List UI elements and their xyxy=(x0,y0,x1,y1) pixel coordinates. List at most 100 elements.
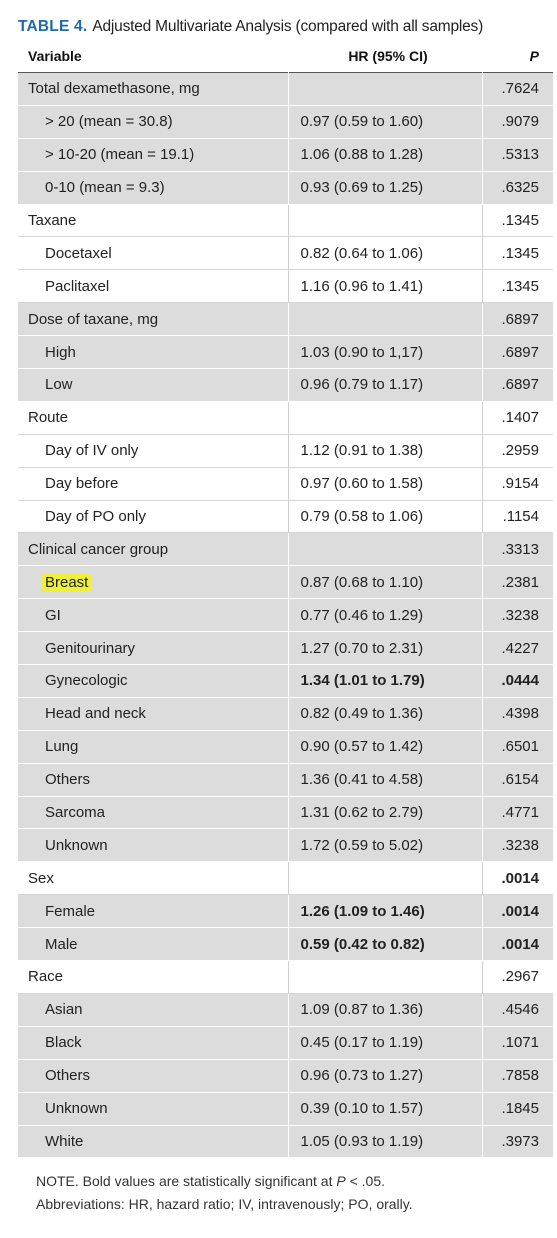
cell-p-value: .6897 xyxy=(482,335,553,370)
cell-variable: Day of IV only xyxy=(18,434,289,468)
cell-variable: Unknown xyxy=(18,1092,289,1126)
cell-p-value: .7624 xyxy=(482,72,553,106)
table-row: Unknown 0.39 (0.10 to 1.57) .1845 xyxy=(18,1092,553,1126)
cell-hr: 0.82 (0.64 to 1.06) xyxy=(288,236,483,271)
note-line-2: Abbreviations: HR, hazard ratio; IV, int… xyxy=(36,1196,413,1212)
cell-hr xyxy=(288,302,483,337)
cell-p-value: .3238 xyxy=(482,828,553,863)
cell-hr: 1.12 (0.91 to 1.38) xyxy=(288,434,483,468)
cell-p-value: .7858 xyxy=(482,1059,553,1093)
cell-variable: Gynecologic xyxy=(18,664,289,698)
cell-variable: Route xyxy=(18,401,289,435)
cell-hr: 1.16 (0.96 to 1.41) xyxy=(288,269,483,304)
cell-variable: Black xyxy=(18,1026,289,1060)
cell-p-value: .2967 xyxy=(482,960,553,994)
cell-hr: 1.36 (0.41 to 4.58) xyxy=(288,763,483,797)
table-footnote: NOTE. Bold values are statistically sign… xyxy=(36,1170,546,1216)
cell-p-value: .6501 xyxy=(482,730,553,764)
cell-hr: 1.06 (0.88 to 1.28) xyxy=(288,138,483,172)
cell-variable: Asian xyxy=(18,993,289,1027)
cell-hr: 1.09 (0.87 to 1.36) xyxy=(288,993,483,1027)
cell-p-value: .1345 xyxy=(482,204,553,238)
table-header: Variable HR (95% CI) P xyxy=(18,44,553,70)
cell-variable: Low xyxy=(18,368,289,402)
cell-variable: Female xyxy=(18,894,289,929)
table-row: Others 0.96 (0.73 to 1.27) .7858 xyxy=(18,1059,553,1093)
cell-p-value: .4398 xyxy=(482,697,553,731)
cell-variable: Dose of taxane, mg xyxy=(18,302,289,337)
table-row: Low 0.96 (0.79 to 1.17) .6897 xyxy=(18,368,553,402)
cell-p-value: .0444 xyxy=(482,664,553,698)
table-row: 0-10 (mean = 9.3) 0.93 (0.69 to 1.25) .632… xyxy=(18,171,553,205)
cell-p-value: .1345 xyxy=(482,236,553,271)
table-group-row: Clinical cancer group .3313 xyxy=(18,532,553,567)
cell-hr: 0.77 (0.46 to 1.29) xyxy=(288,598,483,633)
cell-variable: Paclitaxel xyxy=(18,269,289,304)
cell-variable: > 10-20 (mean = 19.1) xyxy=(18,138,289,172)
cell-p-value: .9154 xyxy=(482,467,553,501)
table-row: Day of PO only 0.79 (0.58 to 1.06) .1154 xyxy=(18,500,553,534)
cell-p-value: .5313 xyxy=(482,138,553,172)
results-table: Total dexamethasone, mg .7624 > 20 (mean =… xyxy=(18,72,553,1159)
cell-p-value: .1845 xyxy=(482,1092,553,1126)
cell-p-value: .0014 xyxy=(482,927,553,962)
cell-hr: 1.05 (0.93 to 1.19) xyxy=(288,1125,483,1159)
cell-variable: GI xyxy=(18,598,289,633)
table-caption: TABLE 4. Adjusted Multivariate Analysis (… xyxy=(18,18,553,36)
table-row: Male 0.59 (0.42 to 0.82) .0014 xyxy=(18,927,553,962)
cell-variable: Sex xyxy=(18,861,289,896)
table-row: Genitourinary 1.27 (0.70 to 2.31) .4227 xyxy=(18,631,553,666)
cell-hr: 0.87 (0.68 to 1.10) xyxy=(288,565,483,600)
cell-p-value: .6325 xyxy=(482,171,553,205)
cell-hr: 0.96 (0.73 to 1.27) xyxy=(288,1059,483,1093)
cell-hr: 1.72 (0.59 to 5.02) xyxy=(288,828,483,863)
cell-p-value: .6154 xyxy=(482,763,553,797)
cell-variable: Head and neck xyxy=(18,697,289,731)
column-header-hr: HR (95% CI) xyxy=(348,48,428,64)
cell-p-value: .1407 xyxy=(482,401,553,435)
table-title: Adjusted Multivariate Analysis (compared… xyxy=(92,18,484,35)
cell-p-value: .4546 xyxy=(482,993,553,1027)
cell-variable: Unknown xyxy=(18,828,289,863)
cell-p-value: .1345 xyxy=(482,269,553,304)
cell-variable: 0-10 (mean = 9.3) xyxy=(18,171,289,205)
table-row: High 1.03 (0.90 to 1,17) .6897 xyxy=(18,335,553,370)
table-row: Paclitaxel 1.16 (0.96 to 1.41) .1345 xyxy=(18,269,553,304)
table-row: Breast 0.87 (0.68 to 1.10) .2381 xyxy=(18,565,553,600)
cell-p-value: .3973 xyxy=(482,1125,553,1159)
cell-p-value: .9079 xyxy=(482,105,553,139)
table-group-row: Sex .0014 xyxy=(18,861,553,896)
cell-hr: 1.27 (0.70 to 2.31) xyxy=(288,631,483,666)
cell-p-value: .3238 xyxy=(482,598,553,633)
cell-variable: Genitourinary xyxy=(18,631,289,666)
table-group-row: Route .1407 xyxy=(18,401,553,435)
cell-variable: Others xyxy=(18,763,289,797)
table-label: TABLE 4. xyxy=(18,18,88,35)
table-group-row: Taxane .1345 xyxy=(18,204,553,238)
cell-hr: 0.93 (0.69 to 1.25) xyxy=(288,171,483,205)
cell-p-value: .3313 xyxy=(482,532,553,567)
cell-p-value: .4771 xyxy=(482,796,553,830)
cell-p-value: .4227 xyxy=(482,631,553,666)
cell-hr xyxy=(288,204,483,238)
cell-variable: Clinical cancer group xyxy=(18,532,289,567)
cell-hr xyxy=(288,72,483,106)
table-row: GI 0.77 (0.46 to 1.29) .3238 xyxy=(18,598,553,633)
cell-hr: 0.97 (0.60 to 1.58) xyxy=(288,467,483,501)
cell-p-value: .1154 xyxy=(482,500,553,534)
note-line-1: NOTE. Bold values are statistically sign… xyxy=(36,1173,385,1189)
cell-hr: 0.97 (0.59 to 1.60) xyxy=(288,105,483,139)
cell-p-value: .2381 xyxy=(482,565,553,600)
table-row: Lung 0.90 (0.57 to 1.42) .6501 xyxy=(18,730,553,764)
cell-hr: 0.96 (0.79 to 1.17) xyxy=(288,368,483,402)
table-row: Day of IV only 1.12 (0.91 to 1.38) .2959 xyxy=(18,434,553,468)
cell-variable: Lung xyxy=(18,730,289,764)
table-row: Unknown 1.72 (0.59 to 5.02) .3238 xyxy=(18,828,553,863)
cell-hr: 0.82 (0.49 to 1.36) xyxy=(288,697,483,731)
table-row: Others 1.36 (0.41 to 4.58) .6154 xyxy=(18,763,553,797)
cell-p-value: .0014 xyxy=(482,861,553,896)
cell-variable: Sarcoma xyxy=(18,796,289,830)
table-row: Asian 1.09 (0.87 to 1.36) .4546 xyxy=(18,993,553,1027)
cell-hr xyxy=(288,861,483,896)
table-group-row: Race .2967 xyxy=(18,960,553,994)
